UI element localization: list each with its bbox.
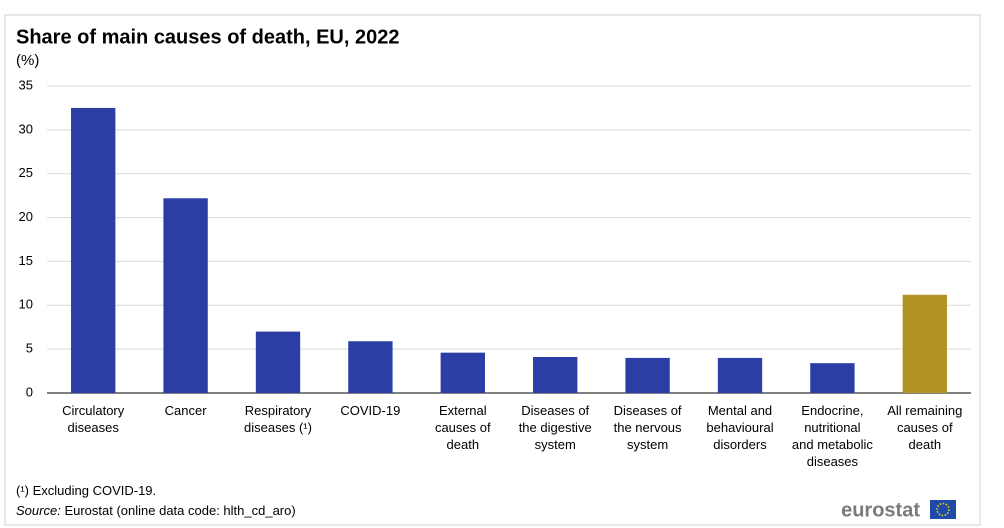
y-tick-label: 10 [19, 297, 33, 312]
frame [4, 14, 981, 526]
unit-label: (%) [16, 52, 39, 69]
bar [717, 357, 763, 393]
x-tick-label: Diseases of the nervous system [613, 403, 682, 452]
chart-title: Share of main causes of death, EU, 2022 [16, 26, 399, 48]
bar [348, 341, 393, 393]
x-tick-label: COVID-19 [340, 403, 401, 418]
x-tick-label: Cancer [164, 403, 207, 418]
source-label: Source: [16, 503, 61, 518]
y-tick-label: 35 [19, 77, 33, 92]
y-tick-label: 20 [19, 209, 33, 224]
bar [255, 331, 301, 393]
bar [810, 363, 855, 393]
y-tick-label: 30 [19, 121, 33, 136]
bar [625, 357, 670, 393]
x-tick-label: Circulatory diseases [62, 403, 125, 435]
y-tick-label: 15 [19, 253, 33, 268]
y-tick-label: 5 [26, 341, 33, 356]
bar [902, 294, 947, 393]
logo-flag [930, 500, 956, 519]
bar [533, 357, 578, 393]
y-tick-label: 0 [26, 384, 33, 399]
logo-stars [936, 502, 950, 517]
bar [71, 107, 116, 393]
source: Source: Eurostat (online data code: hlth… [16, 503, 296, 518]
footnote: (¹) Excluding COVID-19. [16, 483, 157, 498]
x-tick-label: Respiratory diseases (¹) [244, 403, 312, 435]
x-tick-label: Mental and behavioural disorders [706, 403, 774, 452]
bar [440, 352, 485, 393]
x-tick-label: Diseases of the digestive system [518, 403, 592, 452]
x-tick-label: External causes of death [434, 403, 491, 452]
x-tick-label: All remaining causes of death [887, 403, 963, 452]
source-text: Eurostat (online data code: hlth_cd_aro) [64, 503, 296, 518]
logo-text: eurostat [841, 499, 920, 521]
bar [163, 198, 208, 393]
y-tick-label: 25 [19, 165, 33, 180]
x-tick-label: Endocrine, nutritional and metabolic dis… [791, 403, 873, 469]
